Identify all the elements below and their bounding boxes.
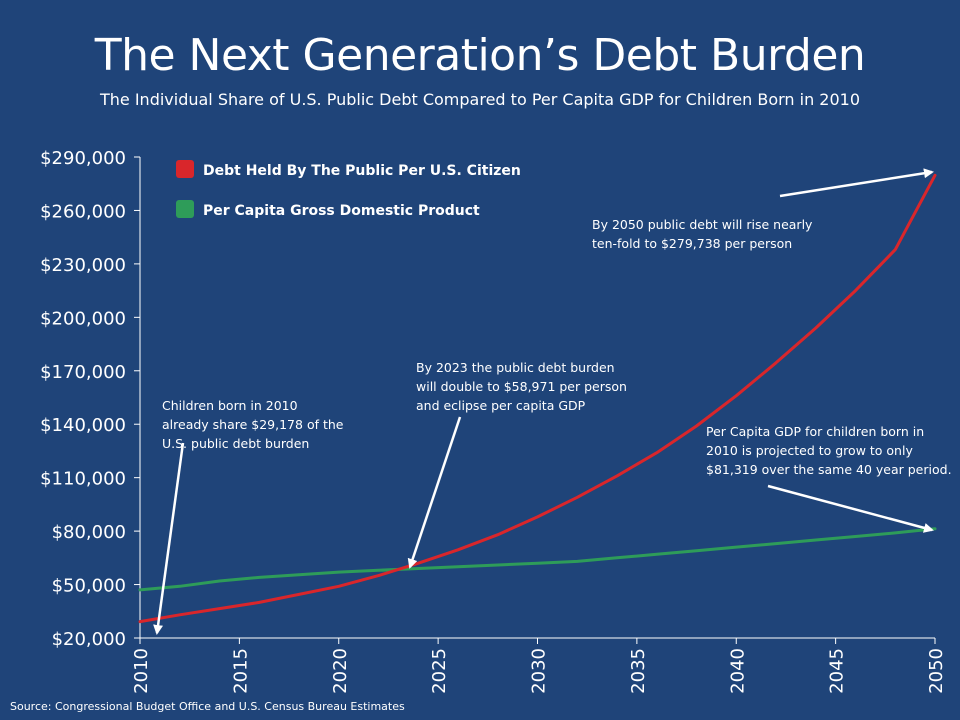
annotation-2010-line: Children born in 2010 <box>162 398 298 413</box>
legend-label-gdp: Per Capita Gross Domestic Product <box>203 203 480 219</box>
annotation-2010-arrow <box>153 442 185 635</box>
x-tick-label: 2050 <box>926 648 947 694</box>
y-tick-label: $80,000 <box>52 522 126 543</box>
legend-label-debt: Debt Held By The Public Per U.S. Citizen <box>203 163 521 179</box>
y-tick-label: $200,000 <box>40 308 126 329</box>
y-tick-label: $230,000 <box>40 255 126 276</box>
annotation-2023-line: By 2023 the public debt burden <box>416 360 615 375</box>
source-note: Source: Congressional Budget Office and … <box>10 700 405 713</box>
y-tick-label: $140,000 <box>40 415 126 436</box>
x-tick-label: 2040 <box>727 648 748 694</box>
y-axis-ticks: $20,000 $50,000 $80,000 $110,000 $140,000 $17… <box>40 148 140 650</box>
x-tick-label: 2030 <box>529 648 550 694</box>
annotation-2050-debt-line: By 2050 public debt will rise nearly <box>592 217 813 232</box>
y-tick-label: $50,000 <box>52 576 126 597</box>
annotation-2023-arrow <box>407 416 462 569</box>
annotation-2010-line: already share $29,178 of the <box>162 417 344 432</box>
x-tick-label: 2025 <box>429 648 450 694</box>
annotation-2023-line: will double to $58,971 per person <box>416 379 627 394</box>
y-tick-label: $170,000 <box>40 362 126 383</box>
annotation-2050-gdp-line: Per Capita GDP for children born in <box>706 424 924 439</box>
x-tick-label: 2010 <box>131 648 152 694</box>
x-tick-label: 2020 <box>330 648 351 694</box>
legend-swatch-debt <box>176 160 194 178</box>
annotation-2023-line: and eclipse per capita GDP <box>416 398 586 413</box>
annotation-2050-gdp-line: 2010 is projected to grow to only <box>706 443 913 458</box>
annotation-2050-gdp-arrow <box>767 484 934 533</box>
series-lines <box>138 173 937 624</box>
legend: Debt Held By The Public Per U.S. Citizen… <box>176 160 521 219</box>
y-tick-label: $20,000 <box>52 629 126 650</box>
chart-title: The Next Generation’s Debt Burden <box>94 30 866 81</box>
y-tick-label: $290,000 <box>40 148 126 169</box>
annotation-2050-debt-arrow <box>779 168 934 198</box>
x-axis-ticks: 2010 2015 2020 2025 2030 2035 2040 2045 2050 <box>131 638 947 694</box>
annotation-2050-debt-line: ten-fold to $279,738 per person <box>592 236 792 251</box>
debt-series-line <box>138 173 937 624</box>
y-tick-label: $260,000 <box>40 201 126 222</box>
y-tick-label: $110,000 <box>40 469 126 490</box>
gdp-series-line <box>138 527 937 592</box>
annotation-2010-line: U.S. public debt burden <box>162 436 309 451</box>
annotation-2050-gdp-line: $81,319 over the same 40 year period. <box>706 462 952 477</box>
chart-subtitle: The Individual Share of U.S. Public Debt… <box>99 90 861 109</box>
x-tick-label: 2035 <box>628 648 649 694</box>
legend-swatch-gdp <box>176 200 194 218</box>
x-tick-label: 2015 <box>230 648 251 694</box>
annotations: Children born in 2010 already share $29,1… <box>153 168 952 635</box>
x-tick-label: 2045 <box>827 648 848 694</box>
